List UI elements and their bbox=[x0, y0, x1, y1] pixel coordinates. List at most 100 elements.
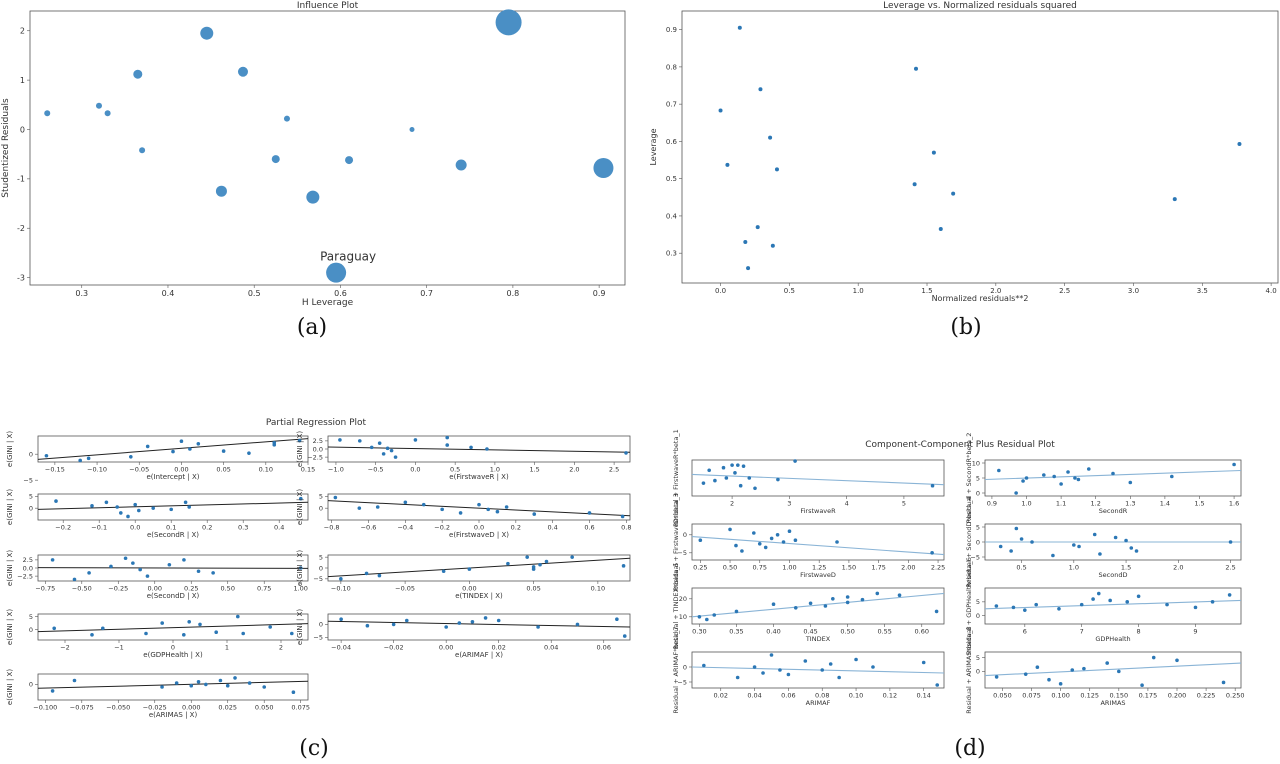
partial-point bbox=[50, 689, 55, 693]
partial-point bbox=[101, 626, 105, 631]
influence-point bbox=[593, 157, 614, 178]
ccpr-point bbox=[741, 464, 746, 468]
y-tick-label: 0 bbox=[683, 531, 687, 539]
partial-point bbox=[86, 456, 91, 461]
partial-regression-panel: −0.75 −0.50 −0.25 0.00 0.25 0.50 0.75 1.00 −2.50… bbox=[6, 550, 309, 600]
partial-point bbox=[182, 558, 186, 562]
influence-point bbox=[44, 110, 51, 117]
x-tick-label: 0.10 bbox=[849, 692, 863, 700]
partial-point bbox=[171, 449, 175, 454]
ccpr-point bbox=[1021, 479, 1025, 483]
x-tick-label: 0.025 bbox=[218, 704, 237, 712]
x-tick-label: 0.75 bbox=[753, 564, 767, 572]
ccpr-point bbox=[793, 459, 797, 463]
partial-point bbox=[52, 626, 56, 631]
x-tick-label: 0.9 bbox=[593, 289, 606, 298]
ccpr-point bbox=[1077, 544, 1081, 549]
x-tick-label: 7 bbox=[1080, 628, 1084, 636]
x-tick-label: 1 bbox=[225, 644, 229, 652]
x-tick-label: 0.30 bbox=[692, 628, 706, 636]
partial-point bbox=[445, 435, 450, 440]
ccpr-point bbox=[1232, 462, 1236, 467]
partial-point bbox=[485, 447, 489, 451]
x-axis-label: e(SecondD | X) bbox=[147, 592, 200, 600]
partial-regression-panel: −2 −1 0 1 2 0 5 e(GDPHealth | X) e(GINI | X) bbox=[6, 609, 309, 659]
partial-point bbox=[225, 683, 230, 688]
x-axis-label: TINDEX bbox=[805, 635, 831, 643]
x-tick-label: 1.5 bbox=[529, 466, 539, 474]
partial-point bbox=[622, 634, 627, 638]
x-tick-label: 0.50 bbox=[220, 585, 234, 593]
ccpr-panel: 0.9 1.0 1.1 1.2 1.3 1.4 1.5 1.6 0 5 10 SecondR Resid… bbox=[965, 433, 1242, 523]
x-tick-label: 1.3 bbox=[1125, 500, 1135, 508]
x-tick-label: 0.06 bbox=[781, 692, 795, 700]
partial-point bbox=[196, 569, 201, 574]
partial-point bbox=[369, 445, 374, 450]
ccpr-point bbox=[702, 663, 706, 668]
x-tick-label: 1.0 bbox=[490, 466, 500, 474]
partial-point bbox=[268, 625, 273, 629]
ccpr-point bbox=[897, 593, 902, 597]
x-tick-label: 2.5 bbox=[1059, 287, 1070, 295]
ccpr-point bbox=[1009, 549, 1013, 553]
x-tick-label: −0.025 bbox=[143, 704, 167, 712]
partial-point bbox=[615, 617, 619, 621]
ccpr-point bbox=[769, 536, 774, 541]
ccpr-point bbox=[763, 545, 768, 550]
x-tick-label: 0.4 bbox=[274, 524, 284, 532]
x-tick-label: 0.3 bbox=[238, 524, 248, 532]
y-tick-label: −5 bbox=[677, 549, 687, 557]
x-tick-label: −0.02 bbox=[384, 644, 404, 652]
leverage-point bbox=[743, 240, 748, 245]
y-axis-label: Residual + FirstwaveR*beta_1 bbox=[672, 429, 680, 527]
ccpr-point bbox=[1066, 470, 1070, 474]
y-tick-label: 0.5 bbox=[666, 175, 677, 183]
ccpr-point bbox=[721, 465, 726, 470]
x-tick-label: −0.05 bbox=[395, 585, 415, 593]
x-tick-label: 0.06 bbox=[596, 644, 610, 652]
y-tick-label: 0 bbox=[976, 612, 980, 620]
x-tick-label: 1.6 bbox=[1229, 500, 1239, 508]
partial-point bbox=[385, 446, 390, 451]
ccpr-point bbox=[1058, 682, 1063, 686]
partial-point bbox=[444, 625, 448, 629]
x-tick-label: 0.7 bbox=[420, 289, 433, 298]
x-tick-label: 0.4 bbox=[547, 524, 557, 532]
partial-point bbox=[138, 567, 142, 572]
x-tick-label: 0.3 bbox=[75, 289, 88, 298]
ccpr-point bbox=[735, 675, 740, 680]
x-tick-label: 3 bbox=[787, 500, 791, 508]
x-tick-label: 0.05 bbox=[216, 466, 230, 474]
ccpr-point bbox=[713, 478, 717, 483]
partial-point bbox=[104, 500, 109, 505]
partial-point bbox=[90, 633, 94, 637]
x-tick-label: 0.6 bbox=[584, 524, 594, 532]
partial-point bbox=[477, 502, 481, 507]
ccpr-point bbox=[994, 675, 999, 679]
x-tick-label: 0.55 bbox=[877, 628, 891, 636]
y-tick-label: -1 bbox=[17, 175, 25, 184]
partial-point bbox=[457, 621, 462, 625]
plot-frame bbox=[37, 435, 309, 463]
caption-c: (c) bbox=[299, 736, 329, 761]
x-tick-label: 0.200 bbox=[1168, 692, 1187, 700]
x-tick-label: 0.125 bbox=[1080, 692, 1099, 700]
partial-point bbox=[339, 617, 343, 621]
partial-point bbox=[137, 508, 141, 513]
partial-point bbox=[115, 505, 119, 509]
y-tick-label: 0.0 bbox=[23, 564, 33, 572]
ccpr-point bbox=[1136, 594, 1141, 599]
y-tick-label: 0 bbox=[976, 668, 980, 676]
x-tick-label: −0.15 bbox=[45, 466, 65, 474]
x-tick-label: −2 bbox=[60, 644, 70, 652]
partial-point bbox=[144, 631, 148, 636]
ccpr-point bbox=[1034, 602, 1038, 607]
partial-point bbox=[218, 678, 223, 683]
y-axis-label: e(GINI | X) bbox=[296, 609, 304, 645]
partial-point bbox=[221, 449, 226, 453]
ccpr-point bbox=[793, 606, 798, 610]
x-tick-label: 0.075 bbox=[1022, 692, 1041, 700]
x-tick-label: 0.12 bbox=[883, 692, 897, 700]
ccpr-point bbox=[701, 481, 706, 485]
